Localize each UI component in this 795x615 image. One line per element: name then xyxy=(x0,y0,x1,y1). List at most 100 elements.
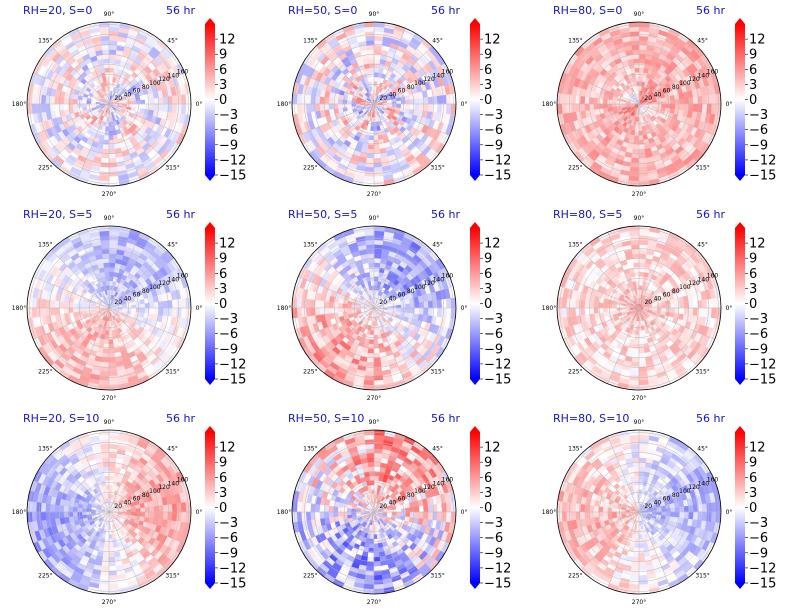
field-cell xyxy=(109,362,117,367)
field-cell xyxy=(616,305,621,308)
colorbar-tick-label: −15 xyxy=(484,169,511,184)
field-cell xyxy=(639,158,647,163)
field-cell xyxy=(319,301,324,308)
field-cell xyxy=(109,344,114,349)
field-cell xyxy=(636,326,639,331)
field-cell xyxy=(315,308,320,316)
field-cell xyxy=(662,104,667,108)
field-cell xyxy=(356,306,361,308)
field-cell xyxy=(366,362,374,367)
colorbar-tick-label: 0 xyxy=(749,93,757,108)
angular-tick-label: 270° xyxy=(367,191,381,198)
field-cell xyxy=(150,308,155,314)
colorbar-tick-label: 6 xyxy=(219,267,227,282)
field-cell xyxy=(374,267,379,272)
field-cell xyxy=(68,303,73,308)
colorbar xyxy=(205,24,215,175)
field-cell xyxy=(621,102,626,104)
colorbar-tick-label: −3 xyxy=(484,108,503,123)
field-cell xyxy=(333,99,338,104)
field-cell xyxy=(639,145,645,150)
field-cell xyxy=(410,104,415,109)
field-cell xyxy=(635,331,639,336)
field-cell xyxy=(424,301,429,308)
field-cell xyxy=(428,308,433,316)
field-cell xyxy=(593,104,598,110)
colorbar-tick-label: −3 xyxy=(749,108,768,123)
field-cell xyxy=(315,104,320,112)
angular-tick-label: 90° xyxy=(104,215,115,222)
field-cell xyxy=(639,63,644,68)
colorbar-extend-min xyxy=(470,175,480,181)
field-cell xyxy=(86,101,91,104)
colorbar-tick-label: −12 xyxy=(484,153,511,168)
field-cell xyxy=(68,99,73,104)
panel-plot: 204060801001201401600°45°90°135°180°225°… xyxy=(0,207,265,411)
panel-time: 56 hr xyxy=(431,4,460,17)
field-cell xyxy=(104,63,109,68)
radial-tick-label: 40 xyxy=(389,295,397,302)
angular-tick-label: 90° xyxy=(104,11,115,18)
angular-tick-label: 135° xyxy=(38,241,52,248)
field-cell xyxy=(367,253,374,258)
field-cell xyxy=(374,285,377,290)
colorbar-tick-label: 9 xyxy=(749,48,757,63)
colorbar-extend-min xyxy=(205,175,215,181)
field-cell xyxy=(371,122,374,127)
field-cell xyxy=(634,140,639,145)
field-cell xyxy=(103,349,109,354)
field-cell xyxy=(159,308,164,315)
field-cell xyxy=(637,118,639,123)
field-cell xyxy=(141,308,146,313)
field-cell xyxy=(616,101,621,104)
field-cell xyxy=(109,45,117,50)
field-cell xyxy=(105,127,109,132)
panel-title: RH=50, S=5 xyxy=(288,208,357,221)
field-cell xyxy=(347,304,352,308)
field-cell xyxy=(145,104,150,109)
field-cell xyxy=(392,308,397,311)
colorbar-tick-label: −15 xyxy=(219,169,246,184)
colorbar-tick-label: −6 xyxy=(484,327,503,342)
angular-tick-label: 90° xyxy=(369,215,380,222)
field-cell xyxy=(159,301,164,308)
field-cell xyxy=(351,305,356,308)
radial-tick-label: 40 xyxy=(389,91,397,98)
field-cell xyxy=(374,349,380,354)
field-cell xyxy=(397,104,402,108)
field-cell xyxy=(584,97,589,104)
field-cell xyxy=(127,104,132,107)
colorbar-tick-label: 0 xyxy=(484,297,492,312)
field-cell xyxy=(584,104,589,111)
field-cell xyxy=(371,326,374,331)
radial-tick-label: 20 xyxy=(644,95,652,102)
field-cell xyxy=(123,104,128,106)
angular-tick-label: 225° xyxy=(303,165,317,172)
field-cell xyxy=(621,306,626,308)
radial-tick-label: 60 xyxy=(398,88,406,95)
field-cell xyxy=(109,81,112,86)
field-cell xyxy=(319,97,324,104)
panel-plot: 204060801001201401600°45°90°135°180°225°… xyxy=(265,3,530,207)
field-cell xyxy=(109,145,115,150)
angular-tick-label: 0° xyxy=(196,305,203,312)
field-cell xyxy=(50,300,55,308)
field-cell xyxy=(50,104,55,112)
angular-tick-label: 270° xyxy=(102,191,116,198)
field-cell xyxy=(109,63,114,68)
field-cell xyxy=(370,127,374,132)
field-cell xyxy=(145,308,150,313)
field-cell xyxy=(410,308,415,313)
field-cell xyxy=(406,104,411,109)
angular-tick-label: 315° xyxy=(430,369,444,376)
angular-tick-label: 225° xyxy=(38,369,52,376)
field-cell xyxy=(635,127,639,132)
field-cell xyxy=(101,362,109,367)
colorbar-tick-label: −12 xyxy=(749,153,776,168)
field-cell xyxy=(145,99,150,104)
colorbar-tick-label: −15 xyxy=(484,373,511,388)
field-cell xyxy=(123,308,128,310)
